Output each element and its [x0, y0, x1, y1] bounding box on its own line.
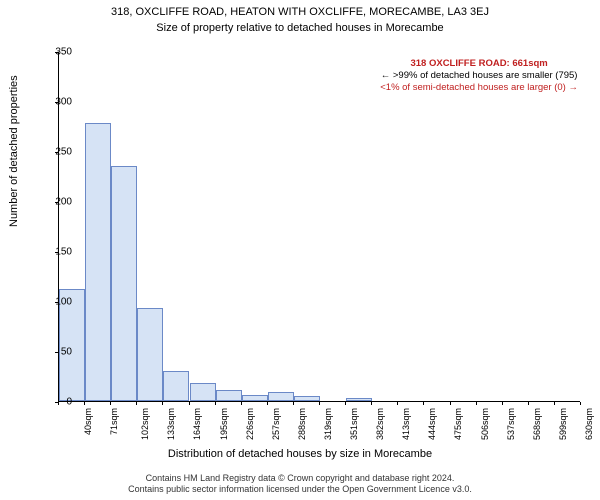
x-tick-label: 630sqm — [584, 408, 594, 440]
x-tick-mark — [215, 402, 216, 405]
y-tick-mark — [55, 202, 58, 203]
chart-annotation: 318 OXCLIFFE ROAD: 661sqm ← >99% of deta… — [380, 58, 578, 94]
x-tick-mark — [84, 402, 85, 405]
x-tick-mark — [189, 402, 190, 405]
histogram-bar — [111, 166, 137, 401]
chart-plot-area: 318 OXCLIFFE ROAD: 661sqm ← >99% of deta… — [58, 52, 580, 402]
x-tick-mark — [580, 402, 581, 405]
histogram-bar — [163, 371, 189, 401]
annotation-smaller: ← >99% of detached houses are smaller (7… — [380, 70, 578, 82]
x-tick-mark — [293, 402, 294, 405]
y-tick-label: 50 — [61, 347, 72, 358]
x-tick-mark — [423, 402, 424, 405]
x-tick-label: 40sqm — [83, 408, 93, 435]
y-tick-mark — [55, 52, 58, 53]
x-axis-label: Distribution of detached houses by size … — [0, 448, 600, 460]
x-tick-label: 382sqm — [375, 408, 385, 440]
y-axis-label: Number of detached properties — [8, 75, 20, 227]
x-tick-label: 195sqm — [219, 408, 229, 440]
x-tick-label: 257sqm — [271, 408, 281, 440]
x-tick-mark — [345, 402, 346, 405]
x-tick-label: 288sqm — [297, 408, 307, 440]
histogram-bar — [137, 308, 163, 401]
x-tick-label: 226sqm — [245, 408, 255, 440]
x-tick-mark — [267, 402, 268, 405]
x-tick-label: 102sqm — [140, 408, 150, 440]
x-tick-mark — [554, 402, 555, 405]
x-tick-mark — [319, 402, 320, 405]
x-tick-label: 568sqm — [532, 408, 542, 440]
histogram-bar — [216, 390, 242, 401]
x-tick-label: 475sqm — [453, 408, 463, 440]
histogram-bar — [268, 392, 294, 401]
x-tick-label: 444sqm — [427, 408, 437, 440]
x-tick-mark — [450, 402, 451, 405]
histogram-bar — [294, 396, 320, 401]
footer-attribution: Contains HM Land Registry data © Crown c… — [0, 473, 600, 496]
annotation-larger: <1% of semi-detached houses are larger (… — [380, 82, 578, 94]
x-tick-label: 164sqm — [192, 408, 202, 440]
x-tick-label: 413sqm — [401, 408, 411, 440]
y-tick-mark — [55, 102, 58, 103]
histogram-bar — [242, 395, 268, 401]
y-tick-mark — [55, 302, 58, 303]
x-tick-label: 537sqm — [506, 408, 516, 440]
y-tick-mark — [55, 252, 58, 253]
x-tick-mark — [58, 402, 59, 405]
x-tick-label: 133sqm — [166, 408, 176, 440]
x-tick-mark — [110, 402, 111, 405]
x-tick-mark — [371, 402, 372, 405]
x-tick-mark — [397, 402, 398, 405]
x-tick-mark — [162, 402, 163, 405]
page-title-address: 318, OXCLIFFE ROAD, HEATON WITH OXCLIFFE… — [0, 0, 600, 18]
x-tick-mark — [528, 402, 529, 405]
x-tick-label: 506sqm — [480, 408, 490, 440]
footer-line2: Contains public sector information licen… — [0, 484, 600, 496]
histogram-bar — [85, 123, 111, 401]
histogram-bar — [346, 398, 372, 401]
y-tick-label: 0 — [66, 397, 72, 408]
histogram-bar — [190, 383, 216, 401]
annotation-highlight: 318 OXCLIFFE ROAD: 661sqm — [380, 58, 578, 70]
y-tick-mark — [55, 352, 58, 353]
x-tick-mark — [502, 402, 503, 405]
x-tick-label: 351sqm — [349, 408, 359, 440]
x-tick-label: 599sqm — [558, 408, 568, 440]
x-tick-mark — [476, 402, 477, 405]
x-tick-mark — [241, 402, 242, 405]
footer-line1: Contains HM Land Registry data © Crown c… — [0, 473, 600, 485]
x-tick-mark — [136, 402, 137, 405]
page-title-subtitle: Size of property relative to detached ho… — [0, 18, 600, 34]
x-tick-label: 71sqm — [109, 408, 119, 435]
x-tick-label: 319sqm — [323, 408, 333, 440]
y-tick-mark — [55, 152, 58, 153]
